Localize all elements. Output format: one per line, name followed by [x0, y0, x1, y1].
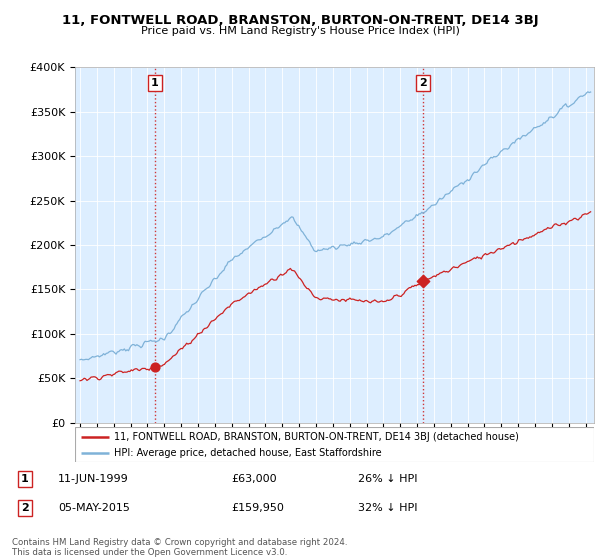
Text: £159,950: £159,950 — [231, 503, 284, 513]
Text: £63,000: £63,000 — [231, 474, 277, 484]
Text: 32% ↓ HPI: 32% ↓ HPI — [358, 503, 417, 513]
Text: Contains HM Land Registry data © Crown copyright and database right 2024.
This d: Contains HM Land Registry data © Crown c… — [12, 538, 347, 557]
FancyBboxPatch shape — [75, 427, 594, 462]
Text: 05-MAY-2015: 05-MAY-2015 — [58, 503, 130, 513]
Text: 11-JUN-1999: 11-JUN-1999 — [58, 474, 129, 484]
Text: Price paid vs. HM Land Registry's House Price Index (HPI): Price paid vs. HM Land Registry's House … — [140, 26, 460, 36]
Text: 11, FONTWELL ROAD, BRANSTON, BURTON-ON-TRENT, DE14 3BJ (detached house): 11, FONTWELL ROAD, BRANSTON, BURTON-ON-T… — [114, 432, 519, 442]
Text: 1: 1 — [151, 78, 159, 88]
Text: 1: 1 — [20, 474, 28, 484]
Text: 2: 2 — [419, 78, 427, 88]
Text: 11, FONTWELL ROAD, BRANSTON, BURTON-ON-TRENT, DE14 3BJ: 11, FONTWELL ROAD, BRANSTON, BURTON-ON-T… — [62, 14, 538, 27]
Text: 2: 2 — [20, 503, 28, 513]
Text: HPI: Average price, detached house, East Staffordshire: HPI: Average price, detached house, East… — [114, 448, 382, 458]
Text: 26% ↓ HPI: 26% ↓ HPI — [358, 474, 417, 484]
Point — [150, 362, 160, 371]
Point — [418, 276, 428, 285]
